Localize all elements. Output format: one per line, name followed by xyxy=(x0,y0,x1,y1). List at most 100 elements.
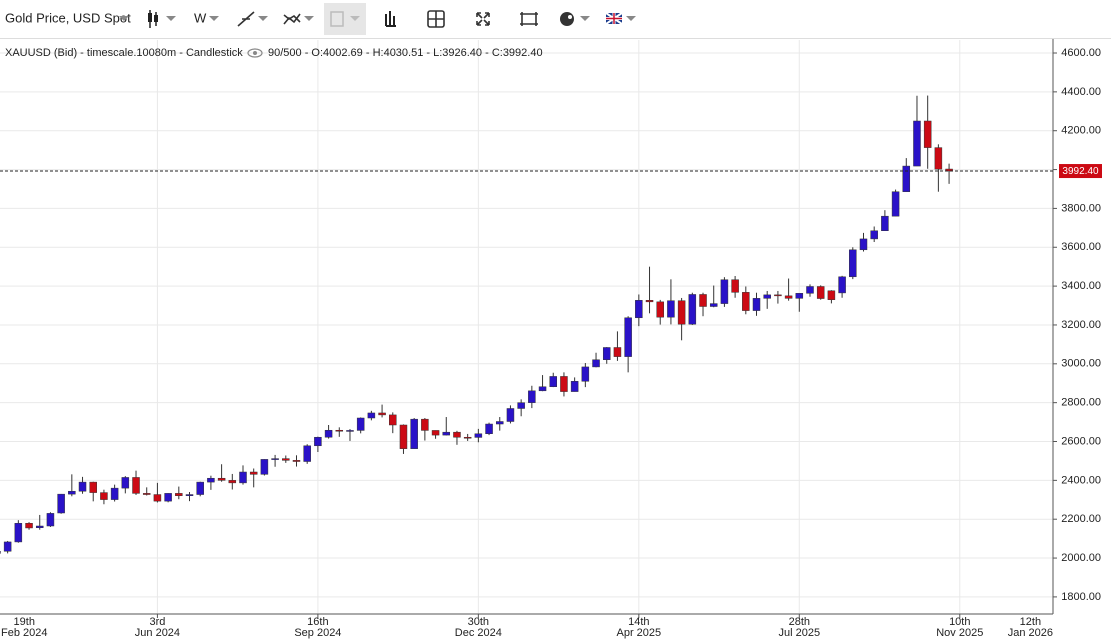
candle-body xyxy=(517,402,525,409)
interval-select[interactable]: W xyxy=(194,10,207,25)
candle-body xyxy=(816,286,825,299)
candle-body xyxy=(35,525,44,529)
candle-body xyxy=(913,120,921,167)
candle-body xyxy=(742,292,750,311)
x-tick-label: 3rd xyxy=(149,616,165,628)
candle-body xyxy=(923,120,932,148)
candle-body xyxy=(421,418,429,431)
indicators[interactable] xyxy=(283,13,314,25)
candle-body xyxy=(602,347,611,360)
candle-body xyxy=(849,249,857,278)
candle-body xyxy=(164,493,172,502)
candle-body xyxy=(645,300,654,303)
candle-body xyxy=(335,429,344,432)
candle-body xyxy=(902,165,911,192)
x-tick-label: 19th xyxy=(14,616,35,628)
theme-button[interactable] xyxy=(560,12,590,26)
fullscreen-button[interactable] xyxy=(476,12,490,26)
drawing-tools[interactable] xyxy=(237,11,268,27)
candle-body xyxy=(14,523,23,543)
candle-body xyxy=(795,293,804,299)
y-tick-label: 2600.00 xyxy=(1061,435,1101,447)
ohlc-summary: 90/500 - O:4002.69 - H:4030.51 - L:3926.… xyxy=(268,47,543,59)
candle-body xyxy=(699,294,707,307)
candle-body xyxy=(506,408,515,422)
y-tick-label: 4600.00 xyxy=(1061,47,1101,59)
candle-body xyxy=(613,347,622,357)
y-tick-label: 3000.00 xyxy=(1061,358,1101,370)
candle-body xyxy=(720,279,729,304)
candle-body xyxy=(592,359,600,368)
grid xyxy=(0,40,1053,614)
candle-body xyxy=(870,230,878,240)
x-tick-label: Jul 2025 xyxy=(779,627,821,639)
language-button[interactable] xyxy=(605,12,636,25)
dropdown-arrow xyxy=(350,16,360,21)
candle-body xyxy=(774,294,782,297)
y-tick-label: 4200.00 xyxy=(1061,125,1101,137)
candle-body xyxy=(827,290,836,300)
candle-body xyxy=(806,286,814,294)
candle-body xyxy=(228,480,237,484)
candle-body xyxy=(3,541,12,552)
candle-body xyxy=(688,294,697,325)
y-tick-label: 3800.00 xyxy=(1061,202,1101,214)
fit-button[interactable] xyxy=(520,12,538,26)
candle-body xyxy=(763,294,771,299)
candle-body xyxy=(110,487,119,500)
candle-body xyxy=(431,430,440,436)
candles xyxy=(0,95,953,554)
instrument-select[interactable]: Gold Price, USD Spot xyxy=(5,10,131,25)
chart-type-button[interactable] xyxy=(148,10,176,28)
candle-body xyxy=(282,458,290,461)
candle-body xyxy=(485,423,493,434)
candle-body xyxy=(57,493,65,514)
x-tick-label: Sep 2024 xyxy=(294,627,341,639)
x-tick-label: Jun 2024 xyxy=(135,627,180,639)
candle-body xyxy=(185,494,194,496)
last-price-box xyxy=(1059,164,1102,179)
candle-body xyxy=(891,191,900,217)
dropdown-arrow[interactable] xyxy=(209,16,219,21)
candle-body xyxy=(635,300,643,319)
candle-body xyxy=(838,276,846,294)
candle-body xyxy=(528,390,536,403)
candle-body xyxy=(731,279,739,293)
candle-body xyxy=(239,471,247,484)
candle-body xyxy=(46,513,55,527)
y-tick-label: 2800.00 xyxy=(1061,397,1101,409)
volume-button[interactable] xyxy=(385,11,396,27)
candle-body xyxy=(784,295,793,299)
crosshair-button[interactable] xyxy=(427,10,445,28)
candle-body xyxy=(367,412,376,419)
candle-body xyxy=(356,417,365,431)
y-tick-label: 4400.00 xyxy=(1061,86,1101,98)
candle-body xyxy=(496,421,504,425)
candle-body xyxy=(260,459,269,475)
y-tick-label: 3400.00 xyxy=(1061,280,1101,292)
x-tick-label: Jan 2026 xyxy=(1008,627,1053,639)
candle-body xyxy=(549,376,557,387)
candle-body xyxy=(89,481,97,493)
candle-body xyxy=(442,431,451,436)
candle-body xyxy=(389,414,397,426)
candle-body xyxy=(677,300,686,325)
candle-body xyxy=(581,366,590,382)
candle-body xyxy=(410,418,418,449)
candle-body xyxy=(346,430,354,432)
candle-body xyxy=(153,494,162,502)
candle-body xyxy=(175,493,183,496)
candle-body xyxy=(303,445,311,462)
candle-body xyxy=(314,436,322,447)
eye-icon[interactable] xyxy=(247,48,263,58)
dropdown-arrow[interactable] xyxy=(119,16,129,21)
x-tick-label: 16th xyxy=(307,616,328,628)
toolbar-bg xyxy=(0,0,1111,38)
candle-body xyxy=(752,298,761,311)
candle-body xyxy=(207,477,215,483)
disabled-icon xyxy=(330,11,344,27)
x-tick-label: Apr 2025 xyxy=(617,627,662,639)
x-tick-label: 10th xyxy=(949,616,970,628)
candle-body xyxy=(68,490,76,495)
